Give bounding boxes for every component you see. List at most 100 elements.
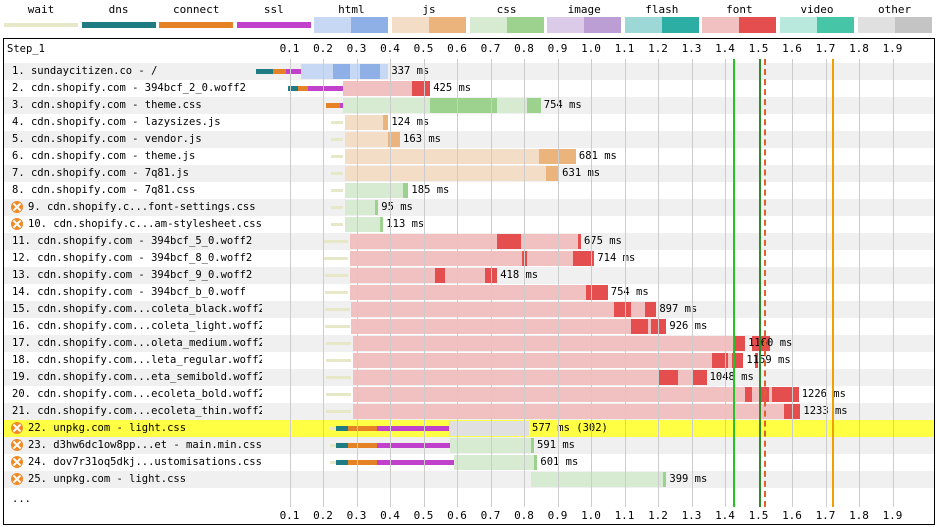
tick-label: 1.1 [614,42,635,55]
legend: wait dns connect ssl html js css image flash font… [0,0,937,36]
request-label: 20. cdn.shopify.com...ecoleta_bold.woff2 [12,388,262,400]
bar-wait [326,410,352,413]
bar-connect [348,460,377,465]
grid-line [323,59,324,507]
bar-font-download [631,319,648,334]
request-label: 11. cdn.shopify.com - 394bcf_5_0.woff2 [12,235,253,247]
tick-label: 1.9 [882,509,903,522]
request-label: 22. unpkg.com - light.css [28,422,187,434]
grid-line [859,59,860,507]
bar-js-download [388,132,401,147]
bar-css-download [534,455,538,470]
grid-line [591,59,592,507]
legend-label: wait [27,3,55,16]
bar-wait [331,121,344,124]
legend-item-font: font [702,3,777,33]
bar-wait [329,461,337,464]
request-label: 16. cdn.shopify.com...coleta_light.woff2 [12,320,262,332]
tick-label: 1.6 [782,42,802,55]
bar-wait [323,240,349,243]
tick-label: 0.4 [380,42,400,55]
request-duration: 124 ms [391,116,430,128]
grid-line [390,59,391,507]
bar-wait [331,189,344,192]
grid-line [892,59,894,507]
bar-other-request [448,421,530,436]
request-duration: 1160 ms [748,337,793,349]
request-label: 23. d3hw6dc1ow8pp...et - main.min.css [28,439,262,451]
bar-font-request [353,353,744,368]
legend-wait-line [4,23,78,27]
bar-js-request [344,166,560,181]
request-label: 2. cdn.shopify.com - 394bcf_2_0.woff2 [12,82,246,94]
bar-wait [331,172,344,175]
tick-label: 0.5 [413,42,434,55]
bar-css-download [527,98,541,113]
tick-label: 0.3 [346,509,367,522]
bar-dns [336,443,349,448]
legend-swatch [624,17,699,33]
more-label: ... [12,493,31,505]
legend-item-wait: wait [4,3,78,33]
warning-icon [11,218,23,230]
bar-js-download [545,166,560,181]
bar-connect [272,69,287,74]
bar-wait [326,393,352,396]
tick-label: 1.4 [715,509,735,522]
legend-item-dns: dns [81,3,156,28]
bar-css-download [379,217,384,232]
bar-ssl [307,86,344,91]
legend-label: css [496,3,517,16]
row-background [4,63,934,80]
bar-wait [324,308,350,311]
request-label: 4. cdn.shopify.com - lazysizes.js [12,116,221,128]
grid-line [457,59,458,507]
bar-wait [324,291,349,294]
tick-label: 0.1 [279,42,300,55]
bar-font-request [353,387,799,402]
tick-label: 0.3 [346,42,367,55]
bar-wait [331,155,344,158]
bar-ssl [376,426,449,431]
bar-font-download [614,302,632,317]
bar-css-download [403,183,409,198]
bar-font-request [343,81,431,96]
request-duration: 754 ms [543,99,582,111]
row-background [4,199,934,216]
request-label: 7. cdn.shopify.com - 7q81.js [12,167,190,179]
grid-line [691,59,693,507]
grid-line [557,59,559,507]
tick-label: 1.3 [681,509,702,522]
tick-label: 0.2 [313,509,333,522]
bar-font-request [353,404,801,419]
tick-label: 1.7 [815,509,836,522]
bar-font-download [644,302,657,317]
bar-ssl [376,443,451,448]
bar-js-request [344,149,576,164]
bar-css-download [530,438,535,453]
bar-ssl [339,103,344,108]
bar-font-download [711,353,729,368]
bar-wait [324,325,350,328]
legend-item-connect: connect [159,3,234,28]
request-label: 24. dov7r31oq5dkj...ustomisations.css [28,456,262,468]
tick-label: 0.9 [547,509,568,522]
bar-css-request [344,200,379,215]
request-duration: 425 ms [433,82,472,94]
tick-label: 0.6 [447,509,467,522]
bar-css-download [374,200,379,215]
request-label: 3. cdn.shopify.com - theme.css [12,99,202,111]
tick-label: 1.3 [681,42,702,55]
bar-wait [329,444,337,447]
request-duration: 1159 ms [746,354,791,366]
bar-font-download [765,336,771,351]
request-duration: 926 ms [669,320,708,332]
row-background [4,471,934,488]
legend-conn-line [159,22,234,28]
bar-font-request [353,370,707,385]
bar-font-download [751,336,766,351]
legend-item-ssl: ssl [236,3,311,28]
tick-label: 1.0 [581,42,601,55]
request-duration: 601 ms [540,456,579,468]
warning-icon [11,422,23,434]
